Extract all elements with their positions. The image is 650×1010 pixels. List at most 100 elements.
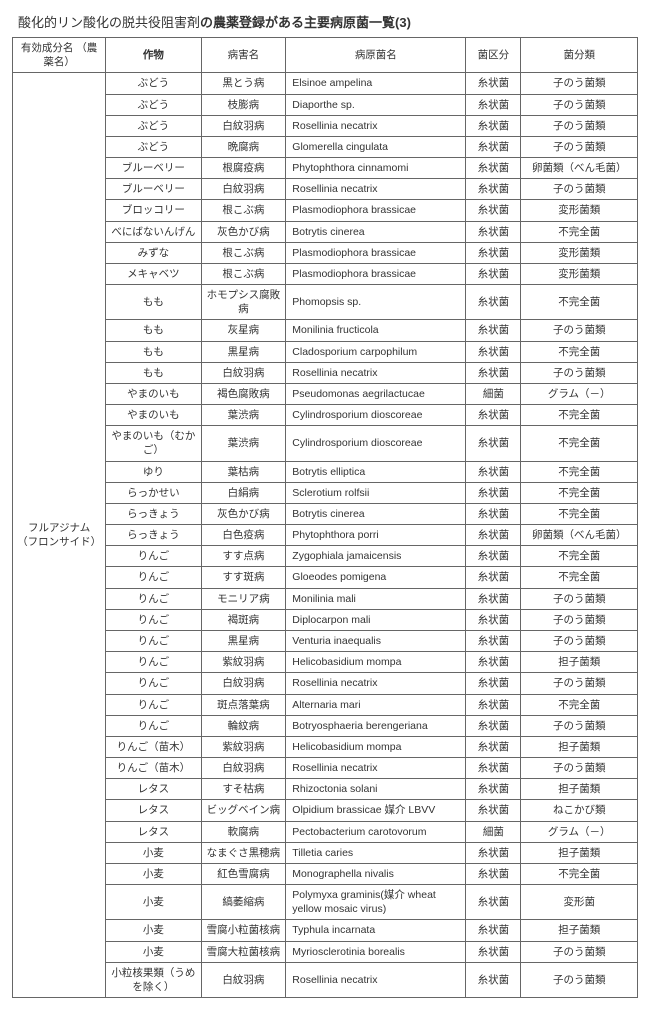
table-row: もも灰星病Monilinia fructicola糸状菌子のう菌類 (13, 320, 638, 341)
cell: 不完全菌 (521, 426, 638, 461)
table-row: ブルーベリー根腐疫病Phytophthora cinnamomi糸状菌卵菌類（べ… (13, 158, 638, 179)
table-row: 小麦雪腐小粒菌核病Typhula incarnata糸状菌担子菌類 (13, 920, 638, 941)
cell: 糸状菌 (466, 779, 521, 800)
cell: 糸状菌 (466, 800, 521, 821)
cell: 不完全菌 (521, 221, 638, 242)
cell: 不完全菌 (521, 567, 638, 588)
cell: 担子菌類 (521, 736, 638, 757)
cell: 斑点落葉病 (201, 694, 286, 715)
cell: 糸状菌 (466, 715, 521, 736)
cell: 子のう菌類 (521, 609, 638, 630)
cell: 糸状菌 (466, 652, 521, 673)
cell: やまのいも (106, 383, 201, 404)
cell: 糸状菌 (466, 426, 521, 461)
table-row: やまのいも褐色腐敗病Pseudomonas aegrilactucae細菌グラム… (13, 383, 638, 404)
cell: 白紋羽病 (201, 115, 286, 136)
cell: やまのいも（むかご） (106, 426, 201, 461)
cell: ホモプシス腐敗病 (201, 285, 286, 320)
cell: りんご (106, 588, 201, 609)
cell: 糸状菌 (466, 941, 521, 962)
table-row: やまのいも（むかご）葉渋病Cylindrosporium dioscoreae糸… (13, 426, 638, 461)
cell: Olpidium brassicae 媒介 LBVV (286, 800, 466, 821)
table-row: りんご（苗木）白紋羽病Rosellinia necatrix糸状菌子のう菌類 (13, 758, 638, 779)
cell: 枝膨病 (201, 94, 286, 115)
cell: 子のう菌類 (521, 630, 638, 651)
cell: 小麦 (106, 863, 201, 884)
cell: らっきょう (106, 525, 201, 546)
cell: 紅色雪腐病 (201, 863, 286, 884)
cell: レタス (106, 821, 201, 842)
table-row: ぶどう白紋羽病Rosellinia necatrix糸状菌子のう菌類 (13, 115, 638, 136)
table-row: りんご紫紋羽病Helicobasidium mompa糸状菌担子菌類 (13, 652, 638, 673)
col-class: 菌分類 (521, 38, 638, 73)
cell: 子のう菌類 (521, 73, 638, 94)
cell: Rosellinia necatrix (286, 673, 466, 694)
cell: 糸状菌 (466, 94, 521, 115)
cell: 紫紋羽病 (201, 736, 286, 757)
cell: 小麦 (106, 842, 201, 863)
cell: Elsinoe ampelina (286, 73, 466, 94)
cell: Sclerotium rolfsii (286, 482, 466, 503)
table-row: りんご（苗木）紫紋羽病Helicobasidium mompa糸状菌担子菌類 (13, 736, 638, 757)
cell: 根こぶ病 (201, 242, 286, 263)
cell: 変形菌類 (521, 200, 638, 221)
cell: 糸状菌 (466, 567, 521, 588)
cell: ブルーベリー (106, 158, 201, 179)
cell: もも (106, 320, 201, 341)
table-row: らっきょう白色疫病Phytophthora porri糸状菌卵菌類（べん毛菌） (13, 525, 638, 546)
cell: 糸状菌 (466, 962, 521, 997)
col-ingredient: 有効成分名 （農薬名） (13, 38, 106, 73)
cell: Alternaria mari (286, 694, 466, 715)
cell: 葉渋病 (201, 405, 286, 426)
cell: ぶどう (106, 115, 201, 136)
table-row: 小麦なまぐさ黒穂病Tilletia caries糸状菌担子菌類 (13, 842, 638, 863)
cell: 白紋羽病 (201, 758, 286, 779)
cell: 根こぶ病 (201, 200, 286, 221)
cell: Phytophthora cinnamomi (286, 158, 466, 179)
cell: 黒とう病 (201, 73, 286, 94)
cell: Rosellinia necatrix (286, 962, 466, 997)
cell: モニリア病 (201, 588, 286, 609)
col-pathogen: 病原菌名 (286, 38, 466, 73)
cell: ゆり (106, 461, 201, 482)
header-row: 有効成分名 （農薬名） 作物 病害名 病原菌名 菌区分 菌分類 (13, 38, 638, 73)
cell: 変形菌 (521, 885, 638, 920)
cell: 糸状菌 (466, 736, 521, 757)
cell: 子のう菌類 (521, 115, 638, 136)
cell: 輪紋病 (201, 715, 286, 736)
cell: 担子菌類 (521, 779, 638, 800)
table-row: メキャベツ根こぶ病Plasmodiophora brassicae糸状菌変形菌類 (13, 263, 638, 284)
cell: 不完全菌 (521, 405, 638, 426)
cell: Rosellinia necatrix (286, 115, 466, 136)
cell: みずな (106, 242, 201, 263)
cell: 黒星病 (201, 630, 286, 651)
cell: 葉渋病 (201, 426, 286, 461)
cell: 糸状菌 (466, 320, 521, 341)
cell: 褐色腐敗病 (201, 383, 286, 404)
cell: ぶどう (106, 136, 201, 157)
table-row: ブルーベリー白紋羽病Rosellinia necatrix糸状菌子のう菌類 (13, 179, 638, 200)
cell: 変形菌類 (521, 242, 638, 263)
cell: 担子菌類 (521, 842, 638, 863)
table-row: らっきょう灰色かび病Botrytis cinerea糸状菌不完全菌 (13, 503, 638, 524)
table-row: りんご斑点落葉病Alternaria mari糸状菌不完全菌 (13, 694, 638, 715)
cell: Polymyxa graminis(媒介 wheat yellow mosaic… (286, 885, 466, 920)
cell: 糸状菌 (466, 179, 521, 200)
cell: Rhizoctonia solani (286, 779, 466, 800)
title-bold: の農薬登録がある主要病原菌一覧(3) (200, 15, 411, 30)
cell: メキャベツ (106, 263, 201, 284)
cell: 糸状菌 (466, 285, 521, 320)
cell: 変形菌類 (521, 263, 638, 284)
cell: Plasmodiophora brassicae (286, 242, 466, 263)
cell: やまのいも (106, 405, 201, 426)
cell: らっかせい (106, 482, 201, 503)
cell: りんご (106, 609, 201, 630)
cell: りんご（苗木） (106, 736, 201, 757)
cell: 灰色かび病 (201, 503, 286, 524)
cell: Pectobacterium carotovorum (286, 821, 466, 842)
table-row: りんご黒星病Venturia inaequalis糸状菌子のう菌類 (13, 630, 638, 651)
cell: 子のう菌類 (521, 673, 638, 694)
cell: Monilinia fructicola (286, 320, 466, 341)
table-row: りんご輪紋病Botryosphaeria berengeriana糸状菌子のう菌… (13, 715, 638, 736)
cell: 卵菌類（べん毛菌） (521, 525, 638, 546)
